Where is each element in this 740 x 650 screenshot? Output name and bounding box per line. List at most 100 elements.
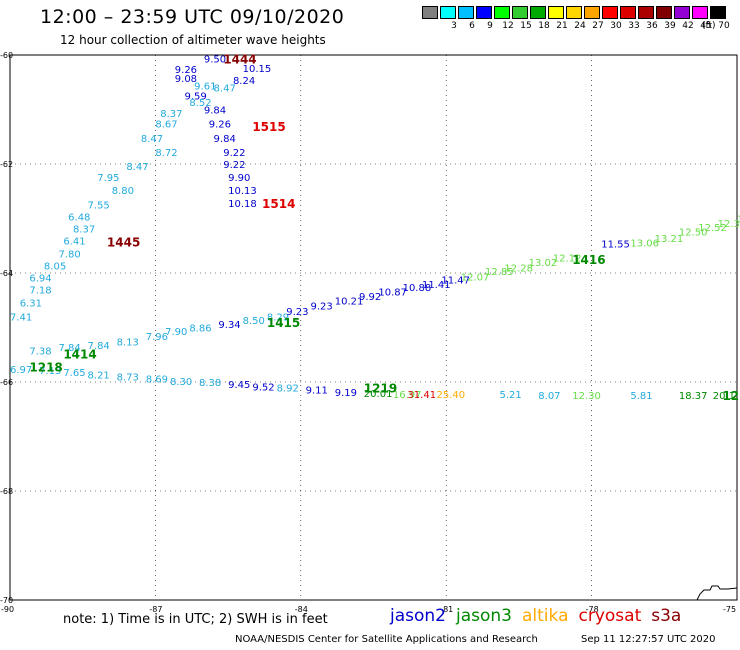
- wave-height-value: 8.21: [88, 370, 110, 381]
- pass-time-label: 1445: [107, 235, 140, 249]
- wave-height-value: 12.85: [485, 267, 514, 278]
- wave-height-value: 6.94: [29, 273, 51, 284]
- plot-frame: [9, 54, 738, 601]
- wave-height-value: 9.61: [194, 82, 216, 93]
- color-scale-swatch: [674, 6, 690, 19]
- generated-timestamp: Sep 11 12:27:57 UTC 2020: [581, 634, 716, 645]
- lon-tick-label: -78: [586, 605, 599, 614]
- wave-height-value: 13.21: [655, 234, 684, 245]
- color-scale-swatch: [440, 6, 456, 19]
- pass-time-label: 1515: [252, 120, 285, 134]
- color-scale-label: 24: [574, 21, 586, 31]
- color-scale-label: 42: [682, 21, 694, 31]
- wave-height-value: 8.52: [189, 98, 211, 109]
- wave-height-value: 12.50: [679, 228, 708, 239]
- wave-height-value: 7.90: [165, 327, 187, 338]
- wave-height-value: 10.15: [243, 64, 272, 75]
- wave-height-value: 9.45: [228, 380, 250, 391]
- lat-tick-label: -70: [0, 596, 13, 605]
- lat-tick-label: -62: [0, 160, 13, 169]
- wave-height-value: 8.80: [112, 186, 134, 197]
- wave-height-value: 10.21: [335, 296, 364, 307]
- lon-tick-label: -87: [149, 605, 162, 614]
- wave-height-value: 12.07: [461, 272, 490, 283]
- satellite-legend: jason2 jason3 altika cryosat s3a: [390, 606, 691, 626]
- color-scale-label: 45: [700, 21, 712, 31]
- lon-tick-label: -90: [1, 605, 14, 614]
- wave-height-value: 6.31: [20, 298, 42, 309]
- wave-height-value: 9.26: [209, 120, 231, 131]
- page-subtitle: 12 hour collection of altimeter wave hei…: [60, 33, 326, 47]
- color-scale-swatch: [458, 6, 474, 19]
- wave-height-value: 8.47: [141, 134, 163, 145]
- wave-height-value: 9.34: [218, 320, 240, 331]
- color-scale-swatch: [656, 6, 672, 19]
- wave-height-value: 8.47: [126, 162, 148, 173]
- observation-layer: 9.5010.159.268.249.089.618.479.598.529.8…: [10, 54, 740, 402]
- pass-time-label: 1416: [572, 253, 605, 267]
- color-scale-swatch: [494, 6, 510, 19]
- wave-height-value: 16.97: [393, 390, 422, 401]
- legend-jason2: jason2: [390, 606, 446, 626]
- wave-height-value: 12.52: [698, 223, 727, 234]
- color-scale-label: 21: [556, 21, 568, 31]
- wave-height-value: 7.18: [29, 285, 51, 296]
- wave-height-value: 7.96: [146, 332, 168, 343]
- color-scale-label: 15: [520, 21, 532, 31]
- wave-height-value: 8.37: [160, 109, 182, 120]
- wave-height-value: 7.65: [63, 368, 85, 379]
- wave-height-value: 11.55: [601, 240, 630, 251]
- wave-height-value: 8.13: [117, 338, 139, 349]
- color-scale-swatch: [602, 6, 618, 19]
- color-scale-swatch: [476, 6, 492, 19]
- wave-height-value: 8.37: [73, 224, 95, 235]
- wave-height-value: 8.67: [155, 120, 177, 131]
- wave-height-value: 8.73: [117, 373, 139, 384]
- color-scale-swatch: [530, 6, 546, 19]
- pass-time-label: 1514: [262, 197, 295, 211]
- lat-tick-label: -64: [0, 269, 13, 278]
- wave-height-value: 31.41: [407, 390, 436, 401]
- coastline: [696, 585, 738, 601]
- graticule: [9, 54, 738, 601]
- wave-height-value: 7.84: [88, 341, 110, 352]
- wave-height-value: 7.80: [58, 249, 80, 260]
- wave-height-value: 9.22: [223, 148, 245, 159]
- wave-height-value: 10.18: [228, 199, 257, 210]
- color-scale-swatch: [710, 6, 726, 19]
- color-scale-label: 30: [610, 21, 622, 31]
- wave-height-value: 18.37: [679, 391, 708, 402]
- wave-height-value: 12.30: [572, 391, 601, 402]
- wave-height-value: 13.02: [529, 258, 558, 269]
- color-scale-unit: (ft): [702, 21, 716, 31]
- wave-height-value: 9.22: [223, 160, 245, 171]
- wave-height-value: 9.19: [335, 388, 357, 399]
- wave-height-value: 25.40: [437, 390, 466, 401]
- color-scale-swatch: [548, 6, 564, 19]
- pass-time-label: 1218: [29, 361, 62, 375]
- wave-height-value: 7.95: [97, 173, 119, 184]
- wave-height-value: 8.30: [170, 377, 192, 388]
- wave-height-value: 8.07: [538, 391, 560, 402]
- color-scale-label: 18: [538, 21, 550, 31]
- wave-height-value: 13.06: [630, 238, 659, 249]
- pass-time-label: 1414: [63, 348, 96, 362]
- lon-tick-label: -81: [440, 605, 453, 614]
- wave-height-value: 6.48: [68, 212, 90, 223]
- wave-height-value: 7.41: [10, 313, 32, 324]
- color-scale-label: 9: [487, 21, 493, 31]
- wave-height-value: 7.38: [29, 346, 51, 357]
- pass-time-label: 1220: [722, 389, 740, 403]
- pass-time-label: 1444: [223, 52, 256, 66]
- wave-height-value: 9.52: [252, 382, 274, 393]
- wave-height-value: 20.1: [713, 391, 735, 402]
- wave-height-value: 9.92: [359, 292, 381, 303]
- lon-tick-label: -75: [723, 605, 736, 614]
- wave-height-value: 9.50: [204, 54, 226, 65]
- color-scale-label: 33: [628, 21, 640, 31]
- wave-height-value: 8.24: [233, 76, 255, 87]
- wave-height-value: 9.90: [228, 173, 250, 184]
- wave-height-value: 9.08: [175, 74, 197, 85]
- pass-time-label: 1219: [364, 381, 397, 395]
